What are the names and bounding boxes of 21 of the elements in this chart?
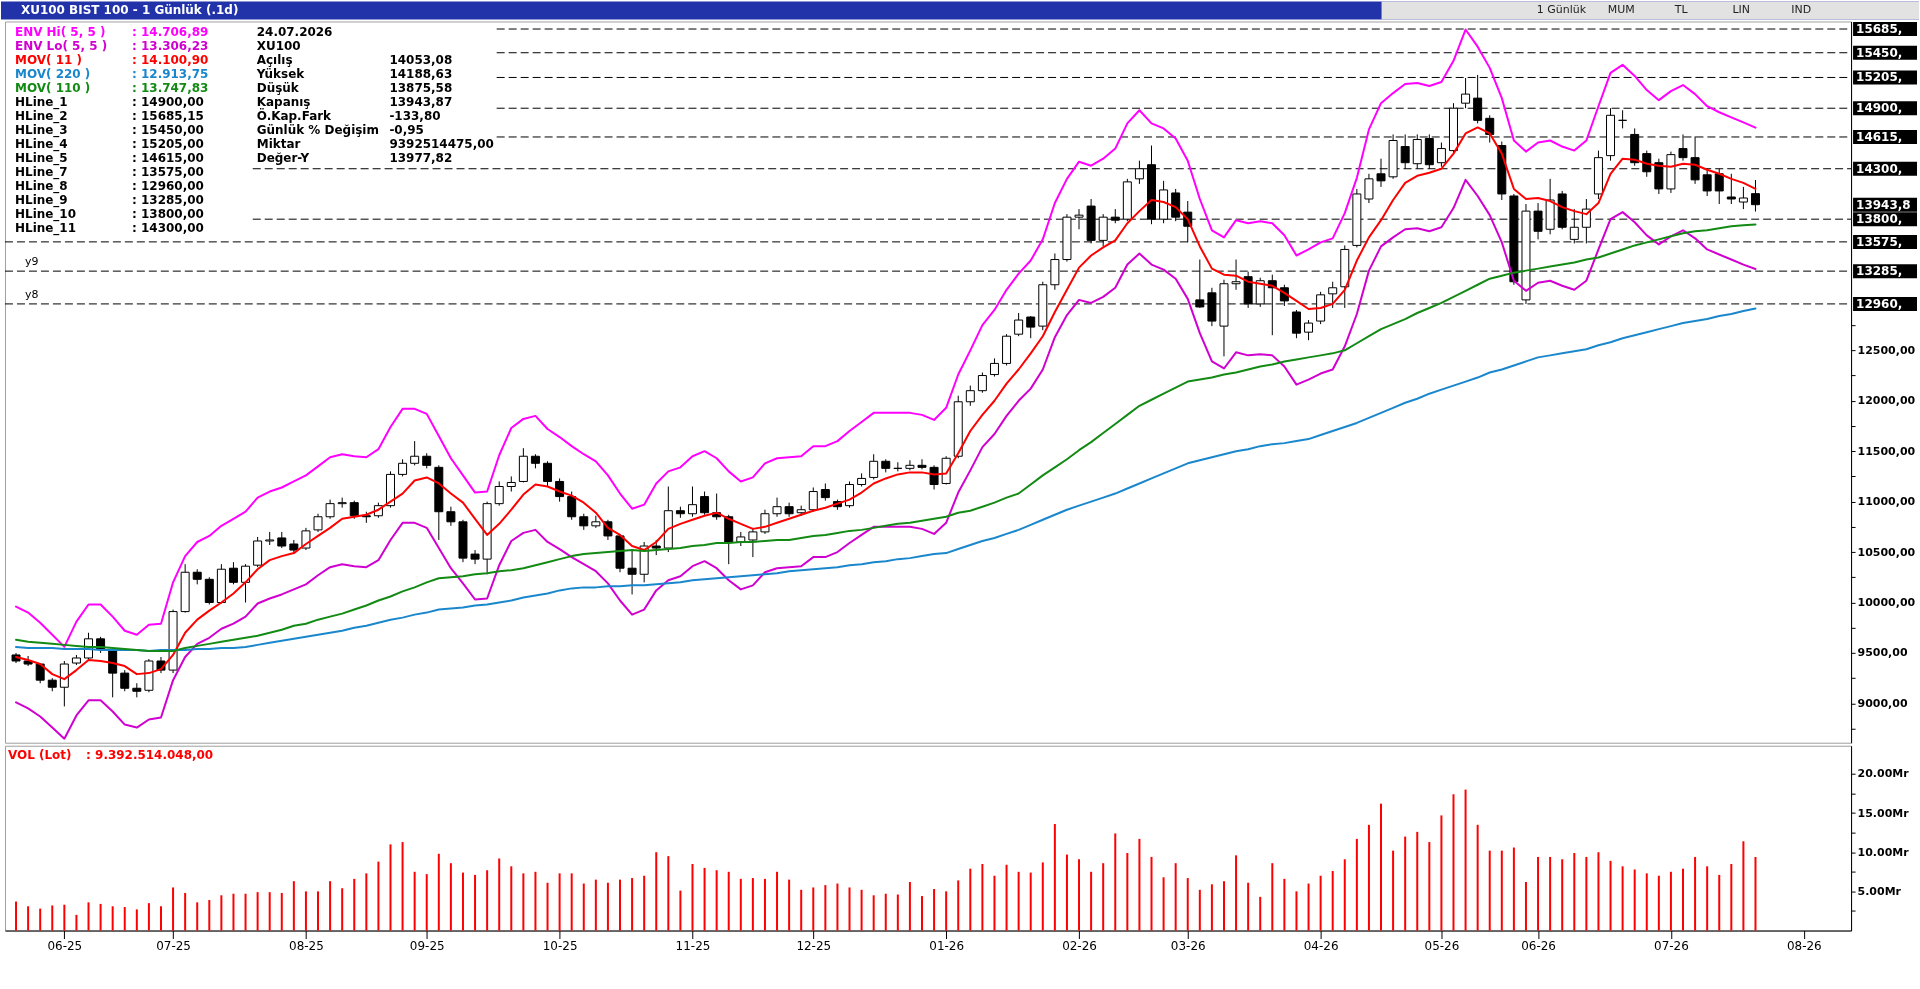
x-tick-label: 07-26 <box>1654 939 1689 954</box>
x-tick-label: 07-25 <box>156 939 191 954</box>
x-tick-label: 08-26 <box>1786 939 1822 954</box>
x-tick-label: 05-26 <box>1424 939 1460 954</box>
x-tick-label: 06-26 <box>1521 939 1556 954</box>
y-tick-label: 15.00Mr <box>1857 806 1910 820</box>
x-tick-label: 08-25 <box>289 939 324 954</box>
x-tick-label: 10-25 <box>542 939 578 954</box>
x-tick-label: 12-25 <box>796 939 832 954</box>
x-tick-label: 11-25 <box>675 939 711 954</box>
x-tick-label: 03-26 <box>1170 939 1206 954</box>
annotation: : 9.392.514.048,00 <box>86 747 214 762</box>
text: VOL (Lot) <box>7 747 72 762</box>
y-tick-label: 20.00Mr <box>1857 767 1910 781</box>
x-tick-label: 09-25 <box>409 939 445 954</box>
y-tick-label: 10.00Mr <box>1857 845 1910 859</box>
x-tick-label: 06-25 <box>47 939 83 954</box>
x-tick-label: 01-26 <box>929 939 965 954</box>
x-tick-label: 02-26 <box>1062 939 1097 954</box>
y-tick-label: 5.00Mr <box>1857 884 1902 898</box>
x-tick-label: 04-26 <box>1303 939 1339 954</box>
